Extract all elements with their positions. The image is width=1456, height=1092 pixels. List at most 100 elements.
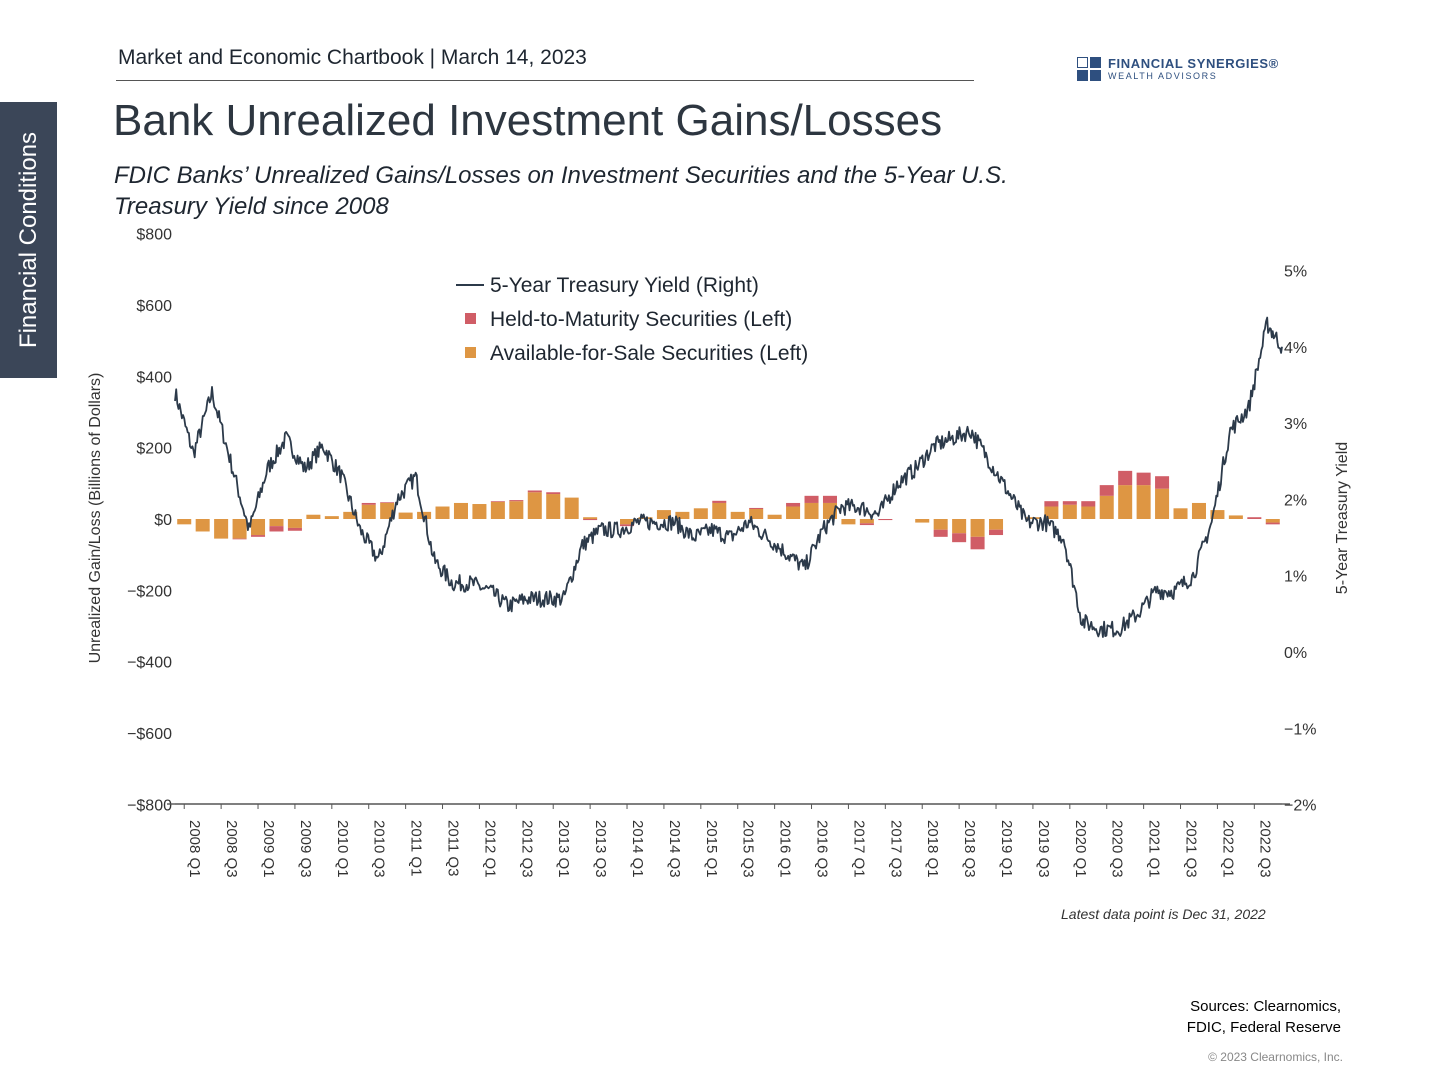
x-tick-label: 2017 Q3 [887, 820, 904, 878]
yield-line [174, 316, 1283, 638]
x-tick-label: 2014 Q1 [629, 820, 646, 878]
htm-bar [1044, 501, 1059, 507]
htm-bar [1099, 485, 1114, 496]
x-axis: 2008 Q1 2008 Q3 2009 Q1 2009 Q3 2010 Q1 2010 … [167, 803, 1290, 878]
right-tick-label: 2% [1284, 492, 1307, 509]
x-tick-label: 2021 Q3 [1183, 820, 1200, 878]
logo-subtitle: WEALTH ADVISORS [1108, 71, 1218, 81]
htm-bar [287, 527, 302, 531]
afs-bar [1191, 502, 1206, 519]
x-tick-label: 2015 Q1 [703, 820, 720, 878]
x-tick-label: 2012 Q1 [481, 820, 498, 878]
afs-bar [453, 502, 468, 519]
x-tick-label: 2018 Q3 [961, 820, 978, 878]
left-tick-label: −$400 [127, 655, 172, 672]
x-tick-label: 2011 Q1 [408, 820, 425, 876]
htm-bar [490, 501, 505, 502]
left-tick-label: $200 [136, 441, 172, 458]
htm-bar [970, 536, 985, 550]
x-tick-label: 2011 Q3 [445, 820, 462, 876]
htm-bar [859, 523, 874, 526]
brand-logo: FINANCIAL SYNERGIES® WEALTH ADVISORS [1077, 56, 1317, 86]
afs-bar [620, 519, 635, 525]
chartbook-header: Market and Economic Chartbook | March 14… [118, 46, 587, 69]
sources-line-2: FDIC, Federal Reserve [1186, 1019, 1341, 1036]
x-tick-label: 2020 Q1 [1072, 820, 1089, 878]
htm-bar [1265, 522, 1280, 525]
htm-bar [786, 502, 801, 507]
afs-bar [472, 504, 487, 519]
legend-afs-swatch [465, 347, 476, 358]
header-divider [116, 80, 974, 81]
afs-bar [1099, 495, 1114, 519]
afs-bar [933, 519, 948, 530]
legend-label-htm: Held-to-Maturity Securities (Left) [490, 308, 792, 331]
afs-bar [952, 519, 967, 534]
htm-bar [749, 507, 764, 510]
afs-bar [1081, 506, 1096, 519]
htm-bar [1247, 517, 1262, 519]
afs-bar [1118, 485, 1133, 519]
htm-bar [1118, 470, 1133, 486]
legend-label-afs: Available-for-Sale Securities (Left) [490, 342, 808, 365]
afs-bar [546, 494, 561, 519]
htm-bar [804, 495, 819, 503]
afs-bar [1155, 488, 1170, 519]
htm-bar [232, 538, 247, 540]
right-tick-label: −1% [1284, 721, 1316, 738]
x-tick-label: 2009 Q1 [260, 820, 277, 878]
left-tick-label: $600 [136, 298, 172, 315]
x-tick-label: 2020 Q3 [1109, 820, 1126, 878]
afs-bar [214, 519, 229, 539]
left-tick-label: −$600 [127, 726, 172, 743]
right-tick-label: −2% [1284, 798, 1316, 815]
left-axis: $800 $600 $400 $200 $0 −$200 −$400 −$600 −$800 [127, 227, 172, 815]
page-title: Bank Unrealized Investment Gains/Losses [113, 96, 943, 145]
logo-name: FINANCIAL SYNERGIES® [1108, 56, 1279, 71]
afs-bar [177, 519, 192, 525]
x-tick-label: 2016 Q1 [777, 820, 794, 878]
afs-bar [989, 519, 1004, 530]
x-tick-label: 2022 Q1 [1219, 820, 1236, 878]
htm-bar [583, 519, 598, 521]
htm-bar [361, 502, 376, 505]
afs-bar [195, 519, 210, 532]
left-tick-label: $800 [136, 227, 172, 244]
x-tick-label: 2019 Q3 [1035, 820, 1052, 878]
right-axis-title: 5-Year Treasury Yield [1334, 441, 1351, 595]
x-tick-label: 2015 Q3 [740, 820, 757, 878]
afs-bar [343, 511, 358, 519]
htm-bar [1136, 472, 1151, 486]
x-tick-label: 2018 Q1 [924, 820, 941, 878]
left-tick-label: $400 [136, 369, 172, 386]
afs-bar [915, 519, 930, 523]
x-tick-label: 2013 Q3 [592, 820, 609, 878]
copyright: © 2023 Clearnomics, Inc. [1208, 1050, 1343, 1064]
afs-bar [306, 514, 321, 519]
htm-bar [509, 500, 524, 502]
left-axis-title: Unrealized Gain/Loss (Billions of Dollar… [87, 372, 104, 664]
htm-bar [380, 502, 395, 503]
x-tick-label: 2009 Q3 [297, 820, 314, 878]
htm-bar [1155, 476, 1170, 489]
right-tick-label: 3% [1284, 416, 1307, 433]
afs-bar [1136, 485, 1151, 519]
x-tick-label: 2022 Q3 [1256, 820, 1273, 878]
section-tab: Financial Conditions [0, 102, 57, 378]
right-tick-label: 0% [1284, 645, 1307, 662]
afs-bar [380, 502, 395, 519]
afs-bar [583, 517, 598, 519]
sources-note: Sources: Clearnomics, FDIC, Federal Rese… [1081, 996, 1341, 1038]
htm-bar [989, 529, 1004, 536]
afs-bar [232, 519, 247, 539]
htm-bar [822, 495, 837, 503]
afs-bar [361, 504, 376, 519]
afs-bar [1210, 510, 1225, 519]
htm-bar [546, 492, 561, 495]
htm-bar [712, 500, 727, 503]
htm-bar [527, 490, 542, 493]
right-tick-label: 5% [1284, 264, 1307, 281]
x-tick-label: 2013 Q1 [555, 820, 572, 878]
x-tick-label: 2019 Q1 [998, 820, 1015, 878]
